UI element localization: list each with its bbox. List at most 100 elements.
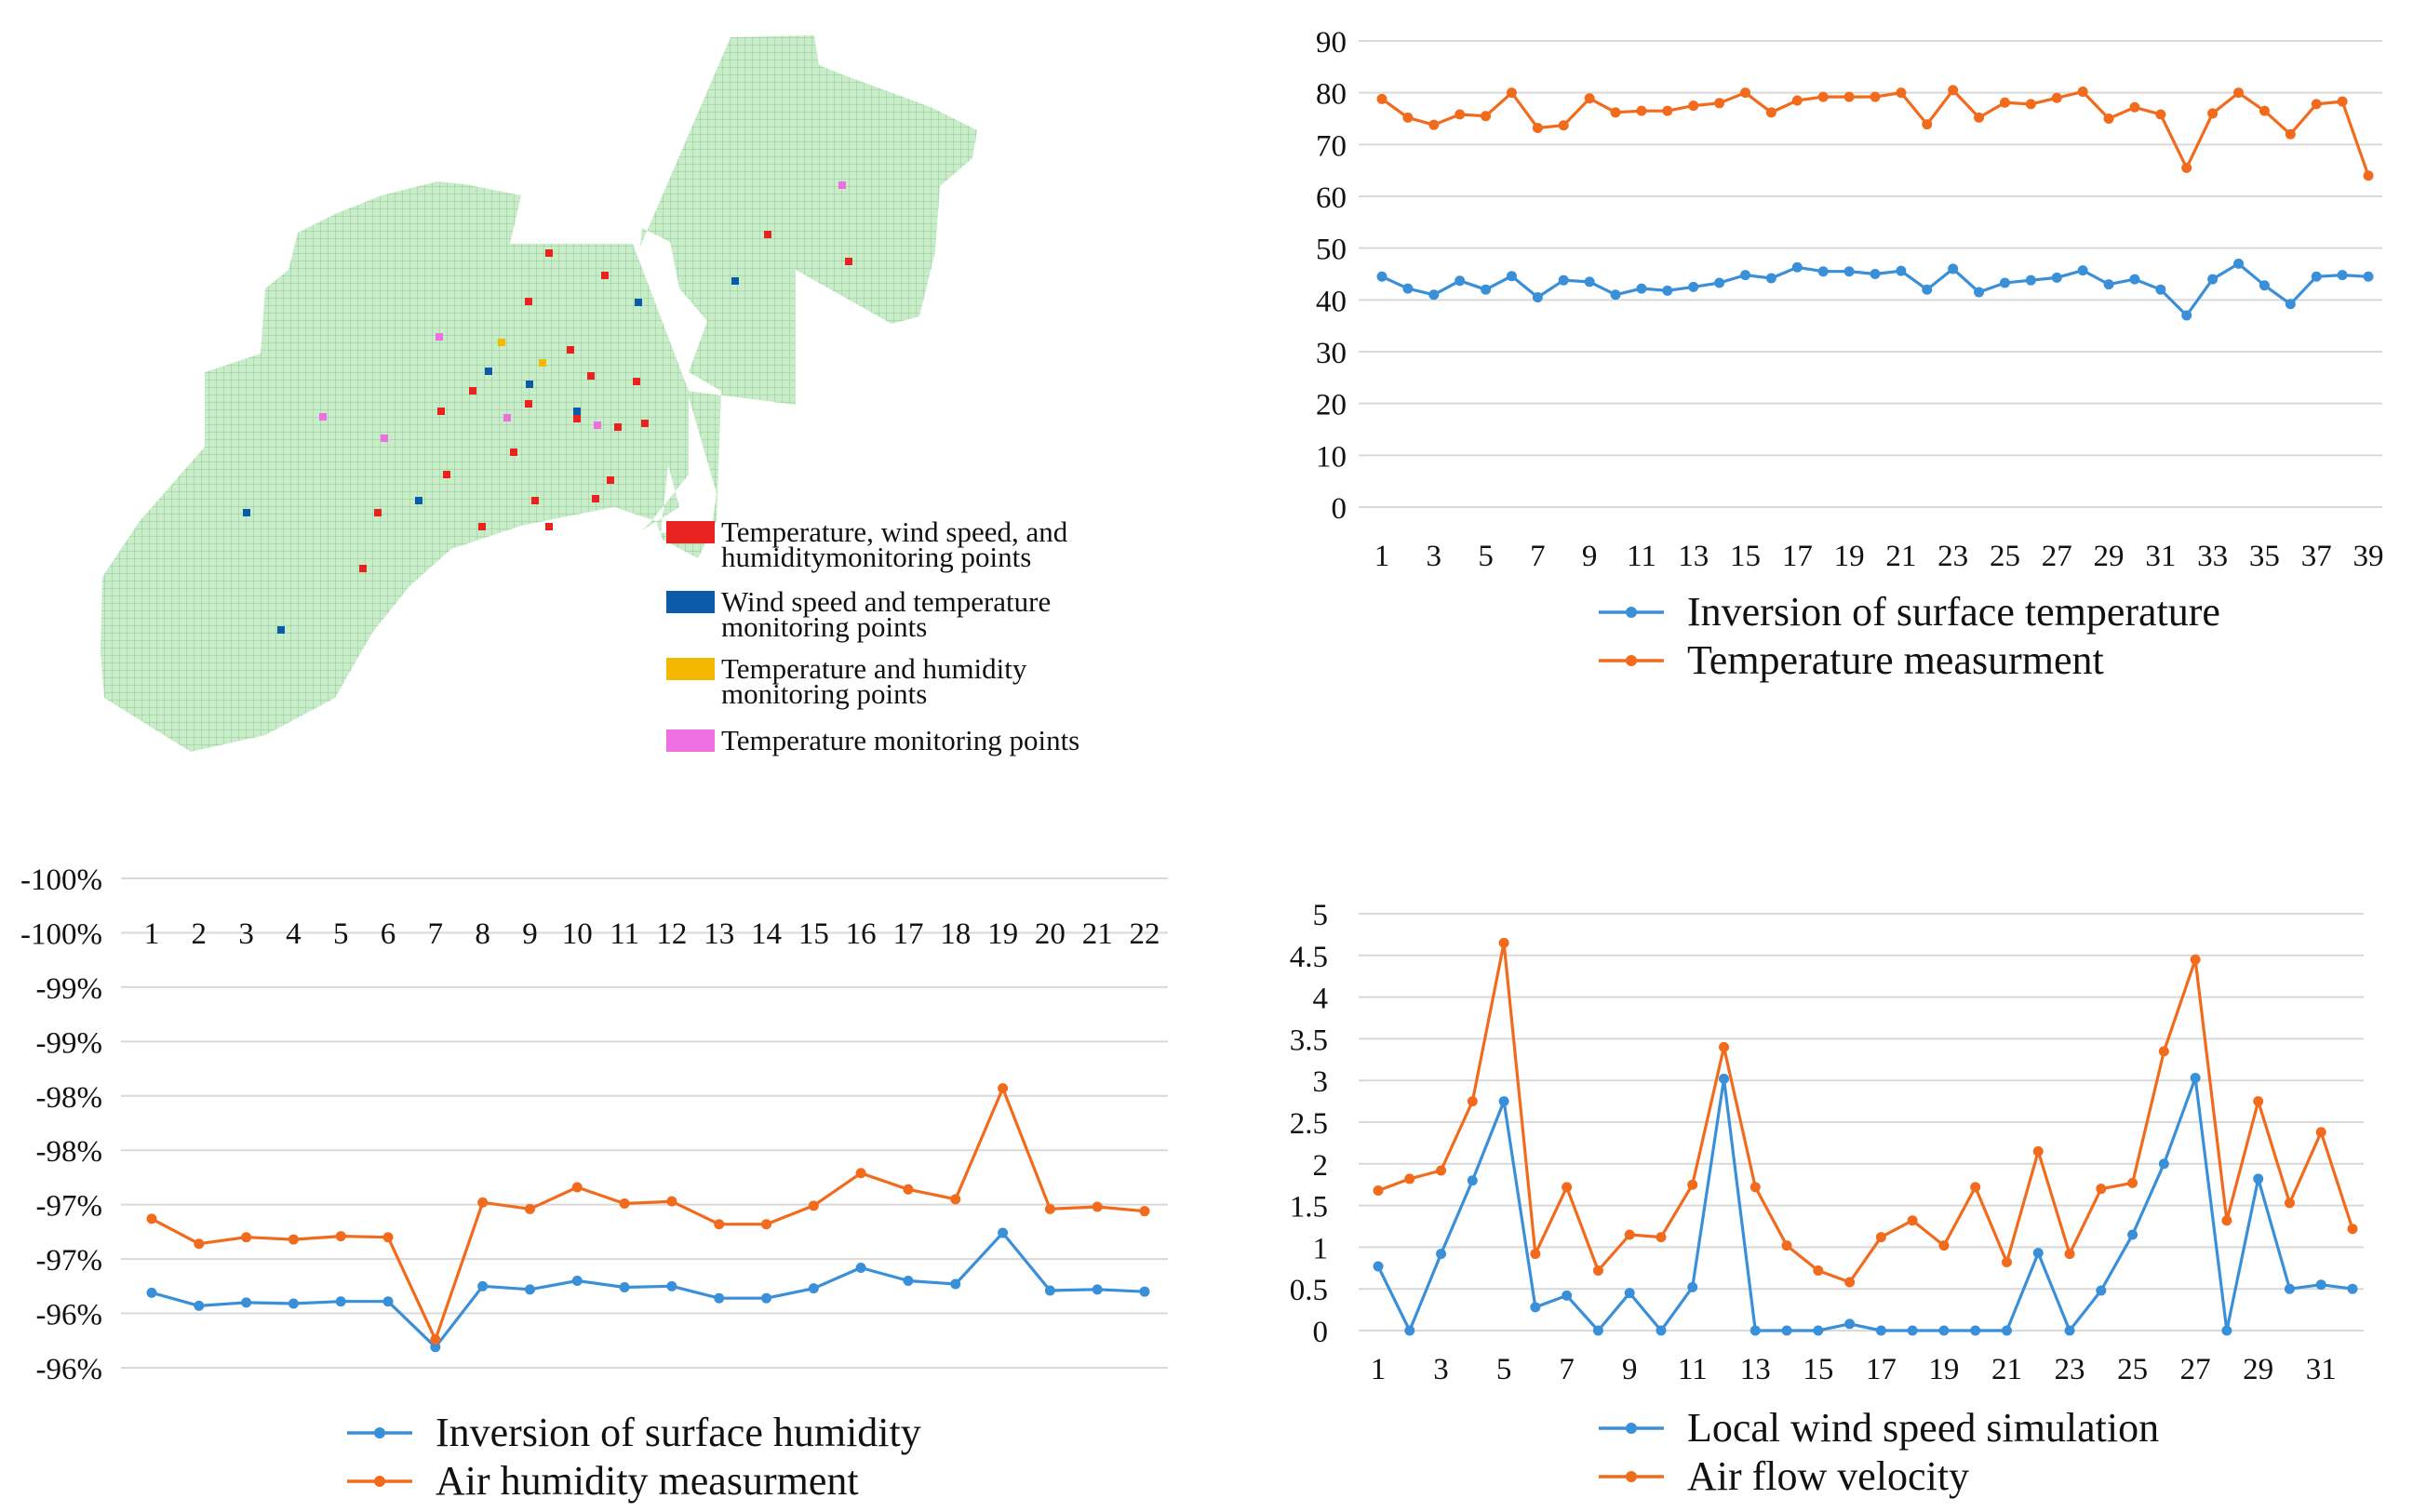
- x-tick-label: 13: [704, 917, 734, 951]
- data-point: [2284, 1198, 2295, 1209]
- x-tick-label: 29: [2243, 1353, 2273, 1386]
- chart-legend-item: Inversion of surface temperature: [1599, 589, 2220, 635]
- series-line: [151, 1087, 1146, 1342]
- x-tick-label: 5: [1478, 540, 1494, 573]
- monitoring-point-marker: [573, 415, 581, 422]
- x-tick-label: 19: [987, 917, 1018, 951]
- data-point: [1467, 1175, 1478, 1186]
- data-point: [666, 1280, 677, 1291]
- legend-label: Temperature monitoring points: [721, 724, 1079, 756]
- monitoring-point-marker: [525, 298, 532, 305]
- data-point: [241, 1297, 252, 1308]
- data-point: [2025, 274, 2036, 286]
- data-point: [2363, 271, 2374, 282]
- data-point: [1948, 85, 1959, 96]
- data-point: [2129, 101, 2140, 113]
- data-point: [1813, 1264, 1824, 1276]
- y-tick-label: 1.5: [1290, 1191, 1328, 1224]
- data-point: [1999, 277, 2010, 288]
- y-tick-label: -99%: [36, 972, 102, 1006]
- x-tick-label: 4: [286, 917, 302, 951]
- data-point: [1740, 87, 1751, 99]
- legend-label: Temperature measurment: [1687, 637, 2104, 683]
- y-tick-label: -96%: [36, 1353, 102, 1386]
- legend-marker: [1626, 1471, 1637, 1482]
- data-point: [1404, 1173, 1415, 1184]
- data-point: [2253, 1173, 2264, 1184]
- data-point: [855, 1168, 866, 1179]
- x-tick-label: 11: [1678, 1353, 1708, 1386]
- x-tick-label: 3: [238, 917, 254, 951]
- monitoring-point-marker: [415, 497, 422, 504]
- x-tick-label: 17: [1782, 540, 1813, 573]
- data-point: [1436, 1249, 1447, 1260]
- data-point: [2001, 1325, 2012, 1336]
- data-point: [1974, 112, 1985, 123]
- data-point: [1532, 123, 1543, 134]
- data-point: [1999, 97, 2010, 108]
- data-point: [950, 1194, 961, 1205]
- x-tick-label: 31: [2306, 1353, 2337, 1386]
- data-point: [288, 1234, 299, 1245]
- data-point: [2155, 284, 2166, 295]
- x-tick-label: 37: [2301, 540, 2332, 573]
- data-point: [1688, 100, 1699, 112]
- y-tick-label: -98%: [36, 1081, 102, 1115]
- monitoring-point-marker: [437, 408, 445, 415]
- data-point: [1922, 284, 1933, 295]
- map-legend-item: Temperature monitoring points: [666, 724, 1079, 756]
- y-tick-label: 10: [1316, 440, 1347, 474]
- data-point: [1532, 292, 1543, 303]
- monitoring-point-marker: [381, 435, 388, 442]
- data-point: [1948, 263, 1959, 274]
- data-point: [2311, 99, 2322, 110]
- x-tick-label: 6: [381, 917, 396, 951]
- data-point: [1765, 273, 1776, 284]
- data-point: [2181, 310, 2192, 321]
- data-point: [1044, 1203, 1055, 1214]
- data-point: [903, 1184, 914, 1195]
- data-point: [1843, 91, 1855, 102]
- data-point: [1610, 289, 1621, 301]
- x-tick-label: 1: [1374, 540, 1390, 573]
- data-point: [1592, 1325, 1603, 1336]
- data-point: [2064, 1325, 2075, 1336]
- x-tick-label: 19: [1834, 540, 1865, 573]
- x-tick-label: 16: [846, 917, 877, 951]
- monitoring-point-marker: [243, 509, 250, 516]
- legend-label: Temperature and humidity: [721, 652, 1027, 685]
- data-point: [2127, 1229, 2138, 1240]
- data-point: [1875, 1325, 1886, 1336]
- legend-label: Wind speed and temperature: [721, 585, 1051, 618]
- x-tick-label: 21: [1991, 1353, 2022, 1386]
- monitoring-point-marker: [614, 423, 622, 431]
- x-tick-label: 25: [2117, 1353, 2148, 1386]
- x-tick-label: 18: [940, 917, 971, 951]
- x-tick-label: 15: [1730, 540, 1761, 573]
- monitoring-point-marker: [485, 368, 492, 375]
- data-point: [714, 1292, 725, 1304]
- data-point: [1907, 1215, 1918, 1226]
- data-point: [1687, 1281, 1698, 1292]
- data-point: [1092, 1201, 1103, 1212]
- data-point: [2221, 1215, 2232, 1226]
- data-point: [2025, 99, 2036, 110]
- data-point: [1791, 261, 1803, 273]
- x-tick-label: 1: [1371, 1353, 1387, 1386]
- x-tick-label: 11: [610, 917, 639, 951]
- x-tick-label: 3: [1427, 540, 1442, 573]
- data-point: [619, 1198, 630, 1209]
- y-tick-label: 1: [1313, 1232, 1329, 1265]
- legend-marker: [374, 1427, 385, 1438]
- y-tick-label: 4: [1313, 983, 1329, 1016]
- y-tick-label: 3: [1313, 1065, 1329, 1099]
- data-point: [1870, 91, 1881, 102]
- wind-chart: 00.511.522.533.544.551 3 5 7 9 11 13 15 17 19 21 23…: [1290, 899, 2364, 1499]
- data-point: [1610, 107, 1621, 118]
- data-point: [1636, 283, 1647, 294]
- data-point: [1373, 1261, 1384, 1272]
- data-point: [1907, 1325, 1918, 1336]
- data-point: [1938, 1325, 1950, 1336]
- data-point: [714, 1219, 725, 1230]
